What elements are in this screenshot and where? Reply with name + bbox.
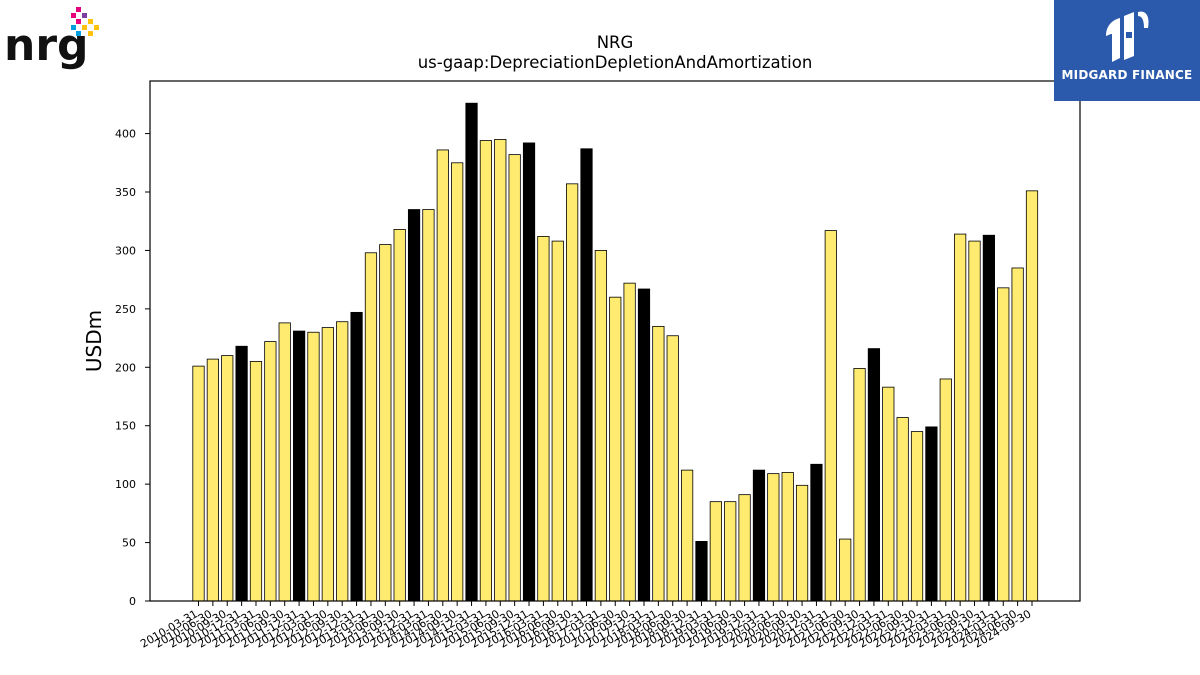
y-axis-ticks: 0 50 100 150 200 250 300 350 400 <box>115 128 150 608</box>
chart-title: NRG <box>597 33 634 52</box>
bar-2020-03-31 <box>767 473 780 602</box>
bar-2010-03-31 <box>192 365 205 602</box>
bar-2024-09-30 <box>1025 190 1039 602</box>
bar-2011-06-30 <box>264 341 277 602</box>
bar-2016-06-30 <box>551 240 564 602</box>
y-axis-label: USDm <box>82 310 106 372</box>
bar-2024-06-30 <box>1011 267 1024 602</box>
bar-2016-12-31 <box>580 148 593 602</box>
midgard-finance-logo: MIDGARD FINANCE <box>1054 0 1200 101</box>
y-tick-label: 0 <box>129 595 136 608</box>
bar-2020-06-30 <box>781 472 794 602</box>
y-tick-label: 200 <box>115 361 136 374</box>
bar-2011-03-31 <box>249 361 263 602</box>
x-axis-ticks: 2010-03-312010-06-302010-09-302010-12-31… <box>138 601 1034 651</box>
bar-2019-03-31 <box>709 501 722 602</box>
bar-2018-03-31 <box>652 325 665 602</box>
bar-2022-06-30 <box>896 417 909 602</box>
plot-frame <box>149 80 1081 602</box>
bar-2015-06-30 <box>494 139 507 602</box>
bar-2010-09-30 <box>221 355 234 602</box>
bar-2012-09-30 <box>336 321 349 602</box>
bar-2018-12-31 <box>695 541 708 602</box>
bar-2014-09-30 <box>451 162 464 602</box>
bar-2023-03-31 <box>939 378 952 602</box>
bar-2023-09-30 <box>968 240 981 602</box>
bar-2020-09-30 <box>795 484 809 602</box>
bar-2022-12-31 <box>925 426 938 602</box>
bar-2021-12-31 <box>867 348 881 602</box>
bar-2012-12-31 <box>350 311 363 602</box>
bar-2012-03-31 <box>307 331 320 602</box>
bar-2010-12-31 <box>235 345 248 602</box>
bar-2015-12-31 <box>522 142 536 602</box>
bar-2021-06-30 <box>839 538 852 602</box>
bar-2010-06-30 <box>206 358 219 602</box>
bars <box>192 102 1039 602</box>
bar-2014-06-30 <box>436 149 449 602</box>
bar-2017-12-31 <box>637 288 651 602</box>
bar-2016-09-30 <box>566 183 579 602</box>
y-tick-label: 400 <box>115 128 136 141</box>
bar-2013-09-30 <box>393 228 406 602</box>
bar-2022-03-31 <box>882 386 895 602</box>
y-tick-label: 150 <box>115 420 136 433</box>
midgard-logo-mark-icon <box>1106 11 1149 62</box>
chart-subtitle: us-gaap:DepreciationDepletionAndAmortiza… <box>418 53 813 72</box>
bar-2022-09-30 <box>910 431 924 602</box>
nrg-logo: nrg <box>4 4 104 74</box>
bar-2012-06-30 <box>321 327 334 602</box>
y-tick-label: 300 <box>115 244 136 257</box>
bar-2019-09-30 <box>738 494 751 602</box>
bar-2021-03-31 <box>824 230 837 602</box>
bar-2024-03-31 <box>997 287 1010 602</box>
bar-2015-09-30 <box>508 154 521 602</box>
bar-2020-12-31 <box>810 463 823 602</box>
bar-2016-03-31 <box>537 236 550 602</box>
bar-2021-09-30 <box>853 368 866 602</box>
y-tick-label: 250 <box>115 303 136 316</box>
bar-2013-03-31 <box>364 252 378 602</box>
bar-2017-03-31 <box>594 250 607 602</box>
bar-2017-09-30 <box>623 282 636 602</box>
bar-2014-12-31 <box>465 102 478 602</box>
bar-2018-06-30 <box>666 335 679 602</box>
bar-2017-06-30 <box>609 296 622 602</box>
bar-2019-06-30 <box>724 501 737 602</box>
bar-2023-12-31 <box>982 234 995 602</box>
bar-2018-09-30 <box>681 469 694 602</box>
midgard-finance-wordmark: MIDGARD FINANCE <box>1061 68 1193 82</box>
bar-2015-03-31 <box>479 140 493 602</box>
bar-2011-09-30 <box>278 322 291 602</box>
bar-2023-06-30 <box>954 233 967 602</box>
y-tick-label: 350 <box>115 186 136 199</box>
bar-2014-03-31 <box>422 209 435 602</box>
bar-2013-06-30 <box>379 244 392 602</box>
y-tick-label: 50 <box>122 537 136 550</box>
bar-2011-12-31 <box>292 330 306 602</box>
bar-2019-12-31 <box>752 469 766 602</box>
nrg-logo-mark-icon <box>71 7 99 36</box>
bar-2013-12-31 <box>407 209 421 602</box>
y-tick-label: 100 <box>115 478 136 491</box>
